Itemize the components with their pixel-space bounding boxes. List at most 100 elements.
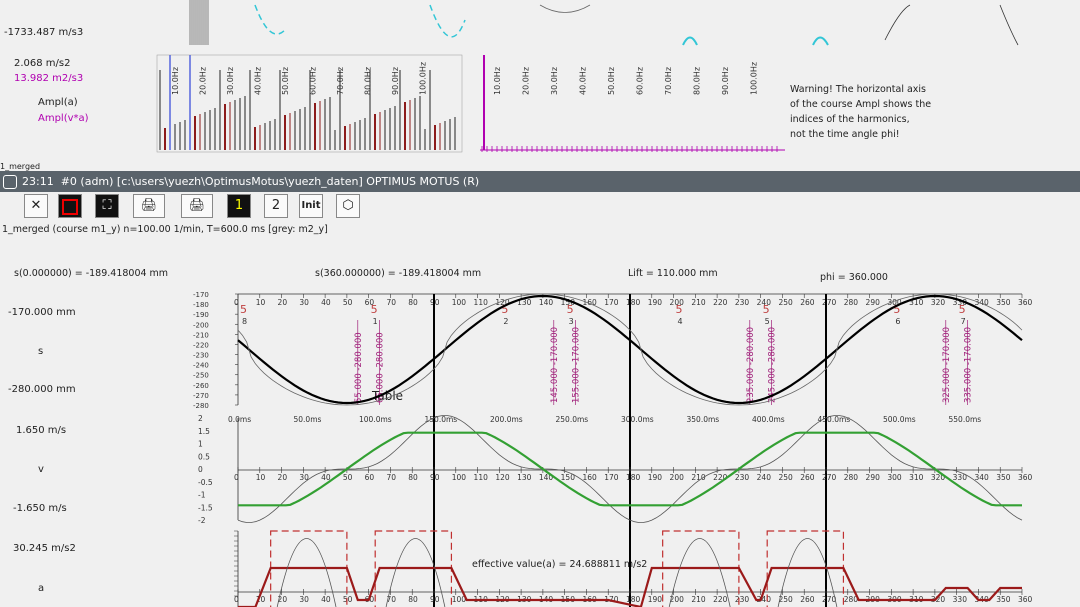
- harmonic-number: 5: [371, 303, 378, 316]
- a-x-tick: 330: [953, 595, 968, 604]
- s-x-tick: 290: [866, 298, 881, 307]
- a-x-tick: 260: [800, 595, 815, 604]
- fullscreen-button[interactable]: ⛶: [95, 194, 119, 218]
- time-tick: 300.0ms: [621, 415, 654, 424]
- chart-subtitle: 1_merged (course m1_y) n=100.00 1/min, T…: [2, 224, 328, 235]
- s-curve-grey: [237, 293, 1023, 406]
- harmonic-index: 3: [569, 317, 574, 326]
- v-x-tick: 310: [909, 473, 924, 482]
- harmonic-number: 5: [240, 303, 247, 316]
- v-x-tick: 200: [670, 473, 685, 482]
- harmonic-number: 5: [567, 303, 574, 316]
- segment-label: 335.000 -170.000: [964, 327, 974, 403]
- s-y-tick: -250: [193, 372, 209, 380]
- a-curve-main: [238, 566, 1022, 607]
- effective-value: effective value(a) = 24.688811 m/s2: [472, 559, 648, 570]
- v-y-tick: 1: [198, 440, 203, 449]
- v-x-tick: 170: [604, 473, 619, 482]
- frame-icon: [62, 199, 78, 215]
- v-x-tick: 50: [343, 473, 353, 482]
- close-icon: ✕: [30, 198, 42, 213]
- a-x-tick: 90: [430, 595, 440, 604]
- accel-value: -1733.487 m/s3: [4, 27, 84, 38]
- v-x-tick: 80: [408, 473, 418, 482]
- expand-icon: ⛶: [102, 198, 112, 213]
- v-x-tick: 190: [648, 473, 663, 482]
- freq-label-right: 50.0Hz: [607, 67, 616, 95]
- a-top-label: 30.245 m/s2: [13, 543, 76, 554]
- v-x-tick: 300: [887, 473, 902, 482]
- s-x-tick: 250: [778, 298, 793, 307]
- close-button[interactable]: ✕: [24, 194, 48, 218]
- v-curve-grey: [237, 415, 1023, 523]
- spectrum-frame-left: [156, 54, 463, 153]
- v-x-tick: 60: [365, 473, 375, 482]
- harmonic-number: 5: [763, 303, 770, 316]
- v-y-tick: -1: [198, 491, 206, 500]
- print-alt-button[interactable]: 🖨: [181, 194, 213, 218]
- mode-2-button[interactable]: 2: [264, 194, 288, 218]
- frame-button[interactable]: [58, 194, 82, 218]
- top-curve-grey: [884, 4, 1019, 46]
- s-x-tick: 310: [909, 298, 924, 307]
- print-button[interactable]: 🖨: [133, 194, 165, 218]
- v-x-tick: 260: [800, 473, 815, 482]
- harmonic-index: 5: [765, 317, 770, 326]
- init-button[interactable]: Init: [299, 194, 323, 218]
- segment-label: 145.000 -170.000: [550, 327, 560, 403]
- v-x-tick: 120: [495, 473, 510, 482]
- freq-label-right: 80.0Hz: [693, 67, 702, 95]
- freq-label-right: 10.0Hz: [493, 67, 502, 95]
- mode-1-button[interactable]: 1: [227, 194, 251, 218]
- s-x-tick: 220: [713, 298, 728, 307]
- a-x-tick: 170: [604, 595, 619, 604]
- cube-button[interactable]: ⬡: [336, 194, 360, 218]
- s-x-tick: 40: [321, 298, 331, 307]
- s-y-tick: -230: [193, 352, 209, 360]
- s-x-tick: 160: [582, 298, 597, 307]
- segment-label: 245.000 -280.000: [768, 327, 778, 403]
- v-y-tick: 0: [198, 465, 203, 474]
- v-y-tick: -0.5: [198, 478, 213, 487]
- v-x-tick: 150: [561, 473, 576, 482]
- a-x-tick: 220: [713, 595, 728, 604]
- time-tick: 100.0ms: [359, 415, 392, 424]
- s-y-tick: -200: [193, 321, 209, 329]
- s-x-tick: 340: [974, 298, 989, 307]
- window-title: #0 (adm) [c:\users\yuezh\OptimusMotus\yu…: [60, 175, 480, 188]
- warning-text: Warning! The horizontal axis of the cour…: [790, 84, 932, 140]
- v-x-tick: 280: [844, 473, 859, 482]
- freq-label-left: 80.0Hz: [364, 67, 373, 95]
- s-x-tick: 260: [800, 298, 815, 307]
- freq-label-left: 10.0Hz: [171, 67, 180, 95]
- freq-label-right: 70.0Hz: [664, 67, 673, 95]
- s-x-tick: 230: [735, 298, 750, 307]
- v-x-tick: 20: [278, 473, 288, 482]
- lift-value: Lift = 110.000 mm: [628, 268, 718, 279]
- s-x-tick: 180: [626, 298, 641, 307]
- s-x-tick: 130: [517, 298, 532, 307]
- v-top-label: 1.650 m/s: [16, 425, 67, 436]
- segment-label: 325.000 -170.000: [942, 327, 952, 403]
- v-x-tick: 270: [822, 473, 837, 482]
- s-x-tick: 60: [365, 298, 375, 307]
- freq-label-left: 40.0Hz: [254, 67, 263, 95]
- a-x-tick: 240: [757, 595, 772, 604]
- v-x-tick: 160: [582, 473, 597, 482]
- freq-label-right: 90.0Hz: [721, 67, 730, 95]
- v-y-tick: 0.5: [198, 452, 210, 461]
- v-x-tick: 40: [321, 473, 331, 482]
- time-tick: 550.0ms: [949, 415, 982, 424]
- s-y-tick: -210: [193, 331, 209, 339]
- s-x-tick: 280: [844, 298, 859, 307]
- harmonic-index: 6: [895, 317, 900, 326]
- a-limit-box: [766, 530, 845, 607]
- top-curve-grey: [539, 4, 591, 13]
- v-x-tick: 210: [691, 473, 706, 482]
- a-axis-name: a: [38, 583, 45, 594]
- a-x-tick: 100: [452, 595, 467, 604]
- v-x-tick: 90: [430, 473, 440, 482]
- a-x-tick: 180: [626, 595, 641, 604]
- s-y-tick: -270: [193, 392, 209, 400]
